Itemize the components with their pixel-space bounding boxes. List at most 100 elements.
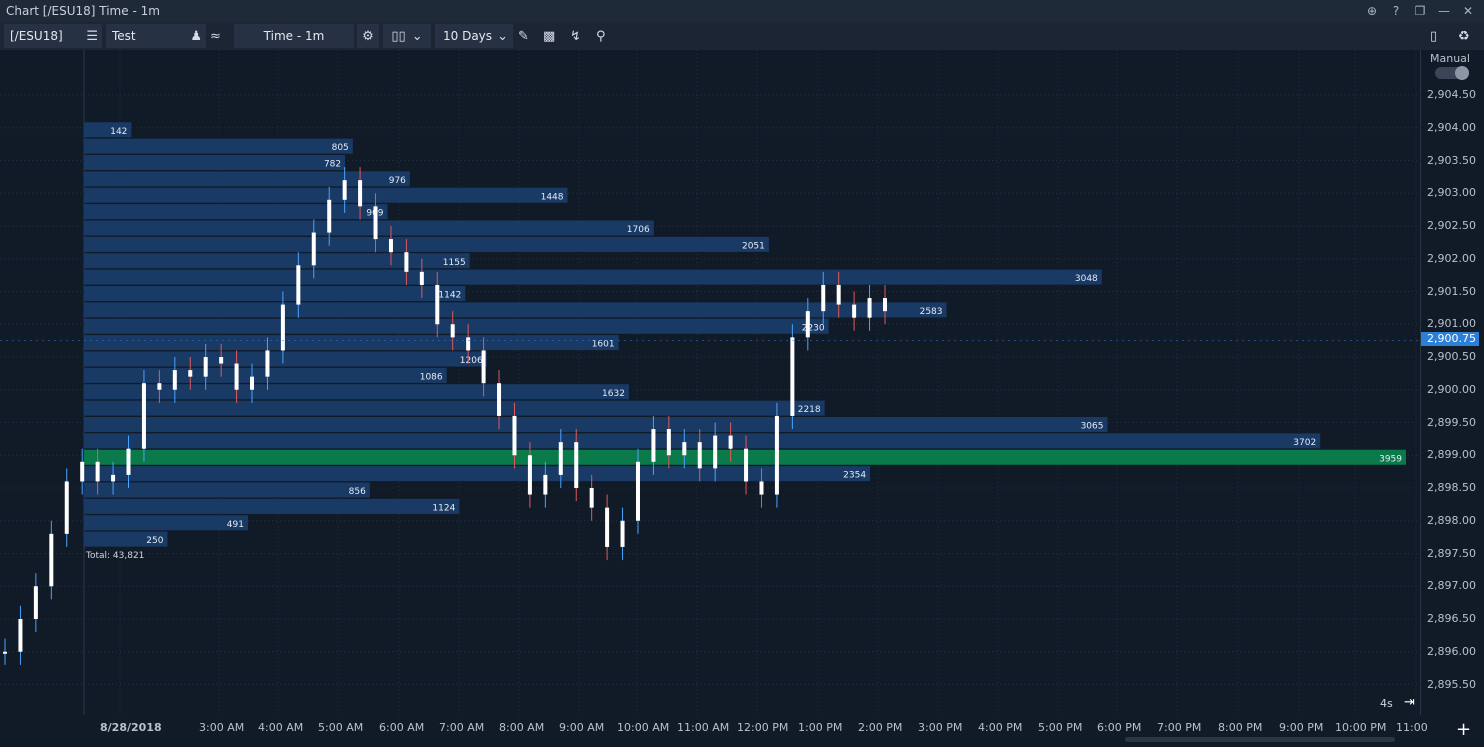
volume-profile-label: 3702: [1293, 438, 1316, 448]
candle-body: [18, 619, 23, 652]
horizontal-scrollbar[interactable]: [1125, 737, 1395, 742]
price-tick-label: 2,896.50: [1427, 612, 1476, 625]
candle-body: [790, 337, 795, 416]
time-tick-label: 8:00 PM: [1218, 721, 1263, 734]
candle-body: [589, 488, 594, 508]
range-selector[interactable]: 10 Days ⌄: [435, 24, 513, 48]
add-icon[interactable]: +: [1456, 719, 1472, 740]
minimize-to-tray-icon[interactable]: ⊕: [1366, 4, 1378, 18]
cart-icon[interactable]: ♻: [1458, 28, 1470, 44]
list-icon[interactable]: ☰: [86, 28, 98, 44]
candle-body: [620, 520, 625, 547]
candle-body: [64, 481, 69, 534]
chart-area[interactable]: 1428057829761448909170620511155304811422…: [0, 50, 1420, 715]
time-tick-label: 4:00 AM: [258, 721, 304, 734]
window-controls: ⊕ ? ❐ — ✕: [1360, 0, 1480, 22]
time-axis[interactable]: 8/28/2018 3:00 AM 4:00 AM 5:00 AM 6:00 AM 7:0…: [0, 695, 1471, 747]
price-chart[interactable]: 1428057829761448909170620511155304811422…: [0, 50, 1420, 715]
volume-profile-bar: [84, 302, 947, 318]
close-icon[interactable]: ✕: [1462, 4, 1474, 18]
volume-profile-label: 805: [332, 143, 349, 153]
candle-body: [3, 651, 7, 654]
account-label: Test: [112, 29, 136, 43]
account-selector[interactable]: Test ♟: [106, 24, 206, 48]
volume-profile-label: 976: [389, 176, 406, 186]
volume-profile-label: 250: [146, 536, 163, 546]
manual-toggle[interactable]: [1435, 66, 1469, 80]
price-tick-label: 2,898.50: [1427, 481, 1476, 494]
time-tick-label: 7:00 AM: [439, 721, 485, 734]
candle-body: [404, 252, 409, 272]
help-icon[interactable]: ?: [1392, 4, 1400, 18]
time-tick-label: 9:00 PM: [1279, 721, 1324, 734]
scroll-right-icon[interactable]: ⇥: [1404, 695, 1415, 710]
volume-profile-label: 1124: [432, 503, 455, 513]
volume-profile-label: 2354: [843, 471, 866, 481]
volume-profile-label: 3065: [1081, 422, 1104, 432]
candle-body: [435, 284, 440, 325]
interval-label: Time - 1m: [263, 29, 325, 43]
account-icon[interactable]: ♟: [190, 28, 202, 44]
volume-total-label: Total: 43,821: [85, 551, 144, 561]
mobile-icon[interactable]: ▯: [1430, 28, 1438, 44]
volume-profile-label: 782: [324, 160, 341, 170]
price-tick-label: 2,903.50: [1427, 153, 1476, 167]
candle-body: [512, 415, 517, 456]
trade-icon[interactable]: ↯: [570, 28, 581, 44]
restore-icon[interactable]: ❐: [1414, 4, 1426, 18]
studies-bar-icon[interactable]: ▩: [543, 28, 556, 44]
candle-body: [33, 586, 38, 619]
candle-body: [883, 298, 887, 312]
candle-body: [713, 435, 718, 469]
interval-selector[interactable]: Time - 1m: [234, 24, 354, 48]
time-tick-label: 5:00 AM: [318, 721, 364, 734]
volume-profile-bar: [84, 335, 619, 351]
settings-gear-icon[interactable]: ⚙: [357, 24, 379, 48]
price-tick-label: 2,901.00: [1427, 317, 1476, 331]
candle-body: [836, 284, 841, 305]
price-tick-label: 2,895.50: [1427, 677, 1476, 691]
search-icon[interactable]: ⚲: [596, 28, 606, 44]
chart-style-selector[interactable]: ▯▯ ⌄: [383, 24, 431, 48]
price-tick-label: 2,902.00: [1427, 251, 1476, 265]
volume-profile-bar: [84, 269, 1102, 285]
volume-profile-label: 3048: [1075, 274, 1098, 284]
candle-body: [188, 370, 193, 377]
draw-pencil-icon[interactable]: ✎: [518, 28, 529, 44]
price-axis[interactable]: 2,904.50 2,904.00 2,903.50 2,903.00 2,902.50…: [1420, 50, 1484, 715]
candle-body: [867, 298, 872, 318]
candle-body: [605, 507, 610, 547]
volume-profile-label: 491: [227, 520, 244, 530]
candle-body: [666, 429, 671, 456]
volume-profile-bar: [84, 531, 168, 547]
volume-profile-label: 1706: [627, 225, 650, 235]
title-bar: Chart [/ESU18] Time - 1m: [0, 0, 1484, 22]
candle-body: [574, 442, 579, 488]
candle-body: [234, 363, 239, 390]
volume-profile-bar: [84, 318, 829, 334]
link-icon[interactable]: ≈: [210, 28, 221, 44]
time-tick-label: 10:00 PM: [1335, 721, 1387, 734]
volume-profile-bar: [84, 384, 629, 400]
volume-profile-label: 2051: [742, 241, 765, 251]
volume-profile-bar: [84, 466, 871, 482]
window-title: Chart [/ESU18] Time - 1m: [6, 4, 160, 18]
candle-body: [327, 199, 332, 233]
volume-profile-bar: [84, 515, 248, 531]
candle-body: [342, 180, 347, 200]
candle-body: [466, 337, 471, 351]
price-tick-label: 2,899.50: [1427, 415, 1476, 429]
symbol-selector[interactable]: [/ESU18] ☰: [4, 24, 102, 48]
toggle-knob: [1455, 66, 1469, 80]
candle-body: [527, 455, 532, 495]
candle-body: [95, 461, 100, 482]
chevron-down-icon: ⌄: [497, 28, 508, 44]
candle-body: [126, 448, 131, 475]
volume-profile-bar: [84, 171, 410, 187]
price-tick-label: 2,902.50: [1427, 219, 1476, 232]
minimize-icon[interactable]: —: [1438, 4, 1450, 18]
time-tick-label: 6:00 PM: [1097, 721, 1142, 734]
volume-profile-label: 1601: [592, 340, 615, 350]
time-tick-label: 5:00 PM: [1038, 721, 1083, 734]
candle-body: [774, 415, 779, 495]
